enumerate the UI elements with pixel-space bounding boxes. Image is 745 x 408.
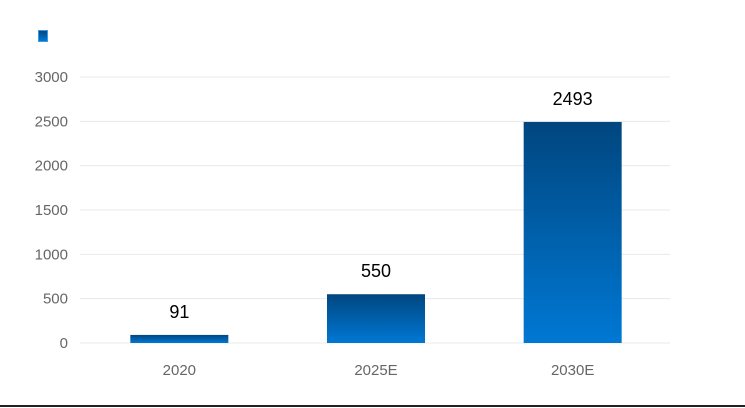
bar	[130, 334, 229, 343]
y-tick-label: 3000	[35, 69, 68, 86]
bar	[327, 294, 425, 343]
y-tick-label: 500	[43, 291, 68, 308]
data-label: 91	[169, 302, 189, 322]
data-label: 2493	[553, 89, 593, 109]
bottom-border	[0, 405, 745, 407]
x-tick-label: 2025E	[354, 362, 397, 379]
x-tick-label: 2020	[163, 362, 196, 379]
y-tick-label: 1500	[35, 202, 68, 219]
bar	[523, 121, 622, 343]
y-tick-label: 0	[60, 335, 68, 352]
y-tick-label: 2000	[35, 158, 68, 175]
data-label: 550	[361, 261, 391, 281]
legend-swatch	[38, 30, 48, 42]
x-tick-label: 2030E	[551, 362, 594, 379]
y-tick-label: 2500	[35, 113, 68, 130]
y-tick-label: 1000	[35, 246, 68, 263]
